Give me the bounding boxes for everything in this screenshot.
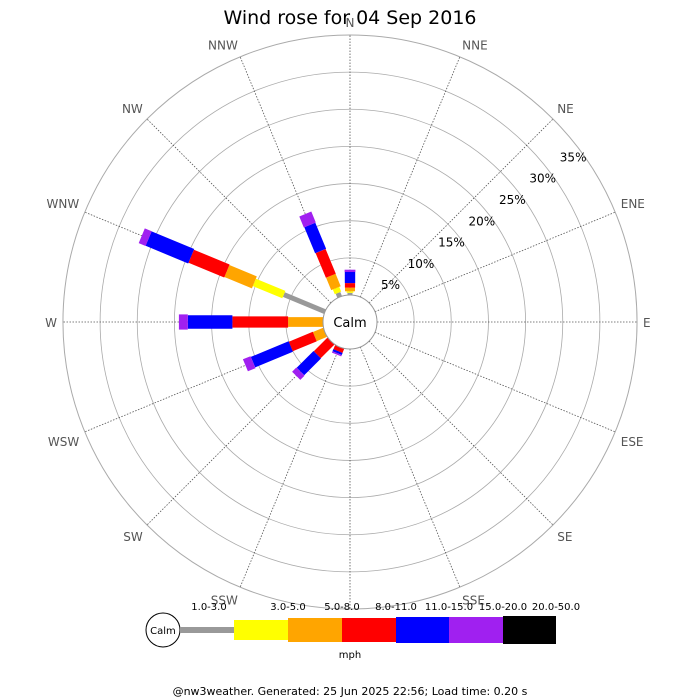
bar-n-bin-5 xyxy=(344,272,356,284)
ring-label-10: 10% xyxy=(408,257,435,271)
bar-n-bin-3 xyxy=(345,287,355,292)
direction-label-nw: NW xyxy=(122,102,143,116)
ring-label-5: 5% xyxy=(381,278,400,292)
grid-ring-20 xyxy=(173,145,527,499)
footer-text: @nw3weather. Generated: 25 Jun 2025 22:5… xyxy=(173,685,528,698)
legend-bin-label-3: 5.0-8.0 xyxy=(324,602,359,613)
direction-label-se: SE xyxy=(557,530,572,544)
spoke-ne xyxy=(368,118,554,304)
bar-nnw-bin-3 xyxy=(326,273,341,291)
bar-nnw-bin-5 xyxy=(304,222,327,254)
speed-legend: Calm mph 1.0-3.0 3.0-5.0 5.0-8.0 8.0-11.0 11… xyxy=(145,602,580,661)
ring-label-25: 25% xyxy=(499,193,526,207)
bar-wnw-bin-6 xyxy=(138,228,152,246)
bar-nnw-bin-6 xyxy=(299,211,316,228)
direction-label-e: E xyxy=(643,316,651,330)
ring-label-15: 15% xyxy=(438,236,465,250)
bar-wnw-bin-1 xyxy=(282,292,326,314)
spoke-ssw xyxy=(239,346,341,588)
legend-swatch-5 xyxy=(396,617,449,643)
legend-bin-label-5: 11.0-15.0 xyxy=(425,602,473,613)
spoke-sse xyxy=(359,346,461,588)
direction-label-n: N xyxy=(346,16,355,30)
legend-swatch-1 xyxy=(180,627,234,633)
bar-ssw-bin-5 xyxy=(332,349,343,355)
bar-n-bin-1 xyxy=(347,292,353,295)
legend-bin-label-7: 20.0-50.0 xyxy=(532,602,580,613)
direction-label-ene: ENE xyxy=(621,197,645,211)
direction-label-ese: ESE xyxy=(621,435,644,449)
bar-wsw-bin-4 xyxy=(288,331,317,352)
legend-calm-label: Calm xyxy=(150,626,176,637)
bar-wsw-bin-3 xyxy=(312,327,327,342)
spoke-ene xyxy=(374,211,616,313)
bar-wsw-bin-6 xyxy=(242,356,256,372)
grid-ring-35 xyxy=(62,34,638,610)
grid-ring-25 xyxy=(136,108,564,536)
calm-circle xyxy=(322,294,378,350)
spoke-nne xyxy=(359,56,461,298)
direction-label-sw: SW xyxy=(123,530,143,544)
legend-bin-label-4: 8.0-11.0 xyxy=(375,602,417,613)
wind-bars xyxy=(138,211,356,380)
direction-label-nnw: NNW xyxy=(208,38,238,52)
bar-nnw-bin-2 xyxy=(332,286,342,295)
bar-wnw-bin-5 xyxy=(145,231,195,264)
legend-unit: mph xyxy=(339,650,361,661)
bar-sw-bin-6 xyxy=(292,367,305,380)
bar-n-bin-4 xyxy=(344,283,356,288)
bar-ssw-bin-4 xyxy=(333,345,345,353)
ring-label-30: 30% xyxy=(529,172,556,186)
bar-wnw-bin-4 xyxy=(188,249,230,278)
spoke-ese xyxy=(374,331,616,433)
direction-labels: NNNENEENEEESESESSESSSWSWWSWWWNWNWNNW xyxy=(45,16,651,630)
bar-ssw-bin-6 xyxy=(331,351,342,357)
bar-wnw-bin-2 xyxy=(252,278,286,299)
legend-swatch-3 xyxy=(288,618,342,642)
ring-labels: 5% 10%15% 20%25%30% 35% xyxy=(381,150,586,292)
ring-label-35: 35% xyxy=(560,150,587,164)
legend-swatch-7 xyxy=(503,616,556,644)
bar-n-bin-6 xyxy=(344,269,356,272)
legend-bin-label-1: 1.0-3.0 xyxy=(191,602,226,613)
chart-title: Wind rose for 04 Sep 2016 xyxy=(223,7,476,29)
direction-label-ne: NE xyxy=(557,102,574,116)
spoke-nw xyxy=(146,118,332,304)
legend-swatch-4 xyxy=(342,618,396,642)
bar-w-bin-6 xyxy=(178,314,188,330)
bar-w-bin-3 xyxy=(288,317,323,327)
spoke-se xyxy=(368,340,554,526)
legend-bin-label-6: 15.0-20.0 xyxy=(479,602,527,613)
bar-sw-bin-4 xyxy=(313,337,335,359)
direction-label-sse: SSE xyxy=(462,594,485,608)
direction-label-wsw: WSW xyxy=(48,435,79,449)
bar-w-bin-4 xyxy=(232,316,289,328)
direction-label-w: W xyxy=(45,316,57,330)
direction-label-ssw: SSW xyxy=(211,594,238,608)
bar-wnw-bin-3 xyxy=(224,265,257,289)
bar-sw-bin-5 xyxy=(296,351,321,376)
bar-wsw-bin-5 xyxy=(250,341,293,368)
legend-swatch-6 xyxy=(449,617,503,643)
center-calm-label: Calm xyxy=(333,316,366,331)
bar-n-bin-2 xyxy=(346,291,354,293)
bar-nnw-bin-4 xyxy=(315,249,336,278)
direction-label-nne: NNE xyxy=(462,38,488,52)
legend-swatch-2 xyxy=(234,620,288,640)
legend-bin-label-2: 3.0-5.0 xyxy=(270,602,305,613)
bar-w-bin-5 xyxy=(187,315,233,329)
direction-label-wnw: WNW xyxy=(47,197,80,211)
ring-label-20: 20% xyxy=(469,214,496,228)
